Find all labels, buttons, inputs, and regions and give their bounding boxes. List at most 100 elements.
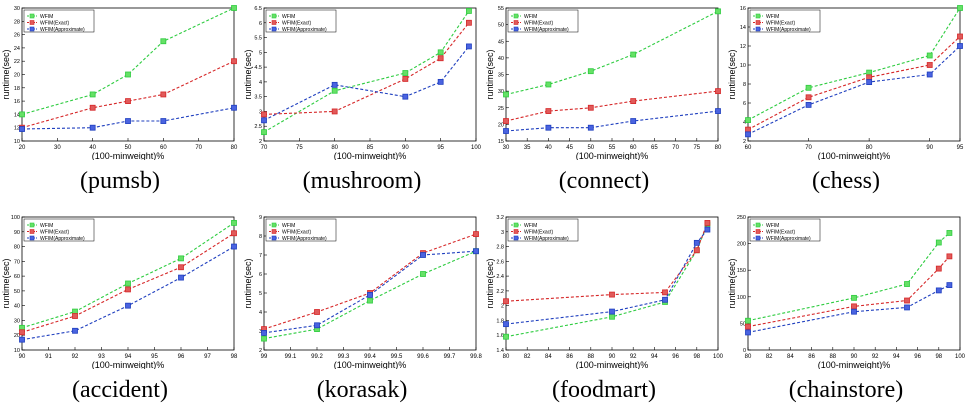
legend-label: WFIM(Approximate) bbox=[524, 236, 569, 242]
y-tick-label: 16 bbox=[14, 99, 20, 105]
chart-svg: 60 70 80 90 95 2 4 6 8 10 12 14 16 (100-minweight)% ru… bbox=[727, 5, 964, 160]
x-tick-label: 80 bbox=[866, 145, 873, 151]
y-tick-label: 50 bbox=[498, 23, 504, 29]
y-tick-label: 22 bbox=[14, 59, 20, 65]
y-tick-label: 30 bbox=[498, 89, 504, 95]
x-tick-label: 99.3 bbox=[338, 354, 350, 360]
data-point bbox=[745, 117, 751, 123]
data-point bbox=[904, 281, 910, 287]
series-line bbox=[747, 232, 950, 322]
legend-label: WFIM(Approximate) bbox=[524, 27, 569, 33]
data-point bbox=[437, 49, 444, 56]
x-tick-label: 30 bbox=[54, 145, 61, 151]
y-tick-label: 6 bbox=[259, 21, 262, 27]
y-tick-label: 4.5 bbox=[254, 65, 262, 71]
legend-swatch-marker bbox=[29, 229, 35, 234]
data-point bbox=[957, 33, 963, 40]
y-tick-label: 0 bbox=[743, 348, 746, 354]
chart-panel: 80 82 84 86 88 90 92 94 96 98 100 1.4 1.6 1.8 2 2.2 2.4 2… bbox=[484, 209, 724, 418]
data-point bbox=[178, 255, 184, 262]
x-tick-label: 99.8 bbox=[470, 354, 482, 360]
x-tick-label: 99.4 bbox=[364, 354, 376, 360]
legend-box bbox=[23, 9, 95, 33]
y-tick-label: 2 bbox=[501, 304, 504, 310]
y-tick-label: 55 bbox=[498, 6, 504, 12]
y-tick-label: 2.2 bbox=[496, 289, 504, 295]
legend-box bbox=[23, 218, 95, 242]
x-tick-label: 86 bbox=[808, 354, 815, 360]
y-tick-label: 3 bbox=[259, 109, 262, 115]
x-tick-label: 50 bbox=[587, 145, 594, 151]
x-tick-label: 100 bbox=[471, 145, 482, 151]
x-tick-label: 96 bbox=[672, 354, 679, 360]
x-tick-label: 98 bbox=[693, 354, 700, 360]
y-tick-label: 250 bbox=[737, 215, 746, 221]
legend-label: WFIM(Exact) bbox=[524, 229, 553, 235]
data-point bbox=[715, 88, 721, 95]
x-tick-label: 100 bbox=[713, 354, 724, 360]
y-tick-label: 30 bbox=[14, 6, 20, 12]
y-tick-label: 80 bbox=[14, 245, 20, 251]
data-point bbox=[466, 19, 472, 26]
x-tick-label: 60 bbox=[160, 145, 167, 151]
data-point bbox=[609, 313, 615, 320]
y-tick-label: 30 bbox=[14, 318, 20, 324]
x-tick-label: 40 bbox=[89, 145, 96, 151]
data-point bbox=[503, 321, 509, 328]
data-point bbox=[851, 294, 857, 301]
data-point bbox=[587, 68, 594, 75]
x-tick-label: 60 bbox=[745, 145, 752, 151]
x-axis-label: (100-minweight)% bbox=[334, 360, 407, 369]
y-tick-label: 28 bbox=[14, 19, 20, 25]
data-point bbox=[866, 74, 873, 81]
y-tick-label: 10 bbox=[14, 348, 20, 354]
data-point bbox=[503, 333, 509, 340]
data-point bbox=[503, 128, 509, 134]
chart-panel: 20 30 40 50 60 70 80 10 12 14 16 18 20 22 24 26 28 30 (100… bbox=[0, 0, 240, 209]
data-point bbox=[19, 336, 25, 343]
x-tick-label: 75 bbox=[693, 145, 700, 151]
y-tick-label: 2 bbox=[743, 139, 746, 145]
chart-svg: 30 35 40 45 50 55 60 65 70 75 80 15 20 25 30 35 40 45 50 55… bbox=[485, 6, 722, 160]
y-tick-label: 16 bbox=[740, 6, 746, 12]
x-tick-label: 92 bbox=[72, 354, 79, 360]
data-point bbox=[125, 118, 131, 124]
chart-panel: 99 99.1 99.2 99.3 99.4 99.5 99.6 99.7 99.8 2 3 4 5 6 7… bbox=[242, 209, 482, 418]
y-tick-label: 7 bbox=[259, 253, 262, 259]
x-axis-label: (100-minweight)% bbox=[818, 151, 891, 160]
x-tick-label: 95 bbox=[957, 145, 964, 151]
data-point bbox=[89, 124, 96, 131]
y-tick-label: 24 bbox=[14, 46, 20, 52]
y-tick-label: 4 bbox=[743, 120, 746, 126]
data-point bbox=[946, 253, 953, 260]
x-tick-label: 96 bbox=[178, 354, 185, 360]
legend-label: WFIM(Approximate) bbox=[766, 27, 811, 33]
legend-swatch-marker bbox=[29, 235, 35, 241]
legend-swatch-marker bbox=[513, 222, 519, 228]
x-tick-label: 91 bbox=[45, 354, 52, 360]
data-point bbox=[89, 104, 96, 111]
y-tick-label: 18 bbox=[14, 86, 20, 92]
data-point bbox=[402, 93, 409, 100]
legend-swatch-marker bbox=[29, 20, 35, 25]
chart-svg: 90 91 92 93 94 95 96 97 98 10 20 30 40 50 60 70 80 90 100 (… bbox=[1, 215, 238, 369]
y-tick-label: 12 bbox=[740, 44, 746, 50]
data-point bbox=[935, 265, 942, 272]
data-point bbox=[125, 98, 131, 104]
x-tick-label: 65 bbox=[651, 145, 658, 151]
chart-caption: (pumsb) bbox=[80, 168, 160, 194]
chart-panel: 70 75 80 85 90 95 100 2 2.5 3 3.5 4 4.5 5 5.5 6 6.5 (100-… bbox=[242, 0, 482, 209]
data-point bbox=[466, 8, 472, 14]
y-tick-label: 9 bbox=[259, 215, 262, 221]
legend-label: WFIM(Exact) bbox=[40, 229, 69, 235]
data-point bbox=[630, 51, 637, 58]
y-tick-label: 8 bbox=[259, 234, 262, 240]
data-point bbox=[851, 308, 857, 315]
y-tick-label: 5 bbox=[259, 291, 262, 297]
data-point bbox=[473, 231, 479, 238]
